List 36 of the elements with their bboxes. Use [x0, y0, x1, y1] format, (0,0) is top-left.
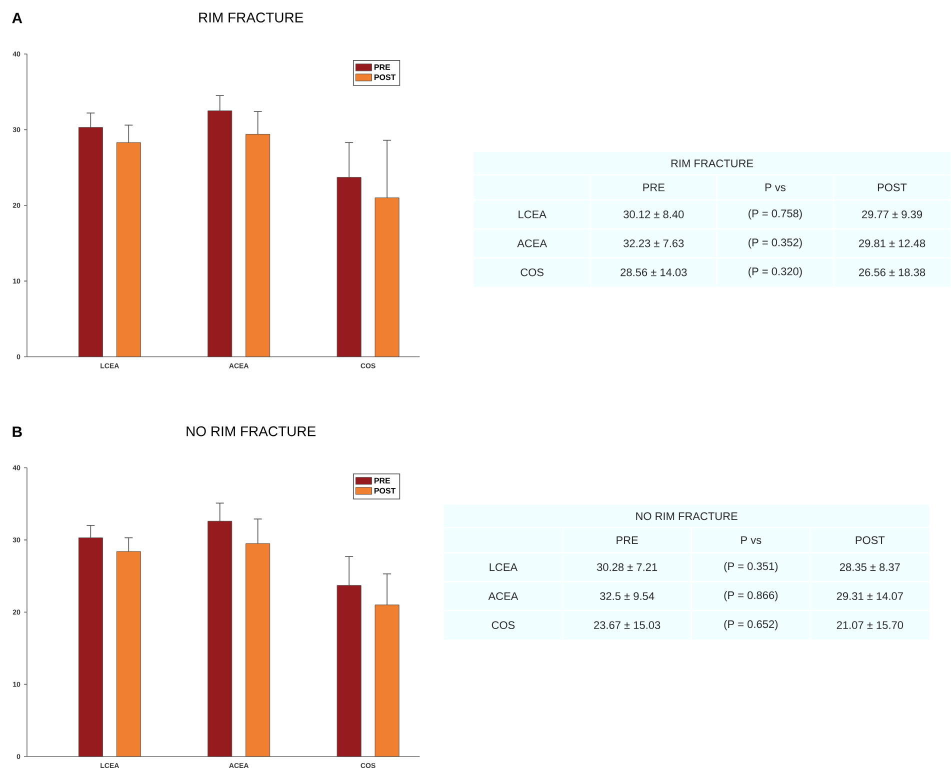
text: 30.28 ± 7.21 [596, 564, 658, 572]
text: LCEA [518, 210, 546, 218]
text: NO RIM FRACTURE [636, 512, 738, 520]
text: P vs [765, 184, 786, 192]
text: ACEA [488, 592, 518, 600]
chart-title: NO RIM FRACTURE [186, 426, 316, 436]
text: LCEA [490, 564, 518, 572]
text: ACEA [517, 240, 548, 248]
text: POST [878, 184, 907, 192]
text: 32.23 ± 7.63 [624, 240, 684, 248]
text: 26.56 ± 18.38 [858, 268, 926, 276]
text: (P = 0.758) [748, 209, 802, 220]
text: 30.12 ± 8.40 [624, 210, 684, 218]
text: (P = 0.866) [724, 591, 778, 602]
text: (P = 0.352) [748, 238, 802, 249]
text: POST [856, 536, 885, 544]
text: PRE [643, 184, 664, 192]
text: 29.77 ± 9.39 [862, 210, 922, 218]
text: 28.56 ± 14.03 [620, 268, 687, 276]
text: 29.81 ± 12.48 [858, 240, 926, 248]
text: 21.07 ± 15.70 [836, 621, 904, 630]
text: 32.5 ± 9.54 [600, 592, 654, 600]
text: COS [520, 268, 544, 276]
text: RIM FRACTURE [671, 160, 754, 168]
text: A [12, 13, 22, 24]
text: COS [492, 621, 515, 630]
text: (P = 0.652) [724, 620, 778, 630]
text: (P = 0.320) [748, 267, 802, 278]
text: B [12, 426, 22, 438]
text: 23.67 ± 15.03 [594, 621, 660, 630]
text: 28.35 ± 8.37 [840, 564, 900, 572]
text: 29.31 ± 14.07 [836, 592, 903, 600]
chart-title: RIM FRACTURE [199, 12, 304, 23]
text: PRE [616, 536, 638, 544]
text: (P = 0.351) [724, 562, 778, 573]
text: P vs [741, 536, 762, 544]
